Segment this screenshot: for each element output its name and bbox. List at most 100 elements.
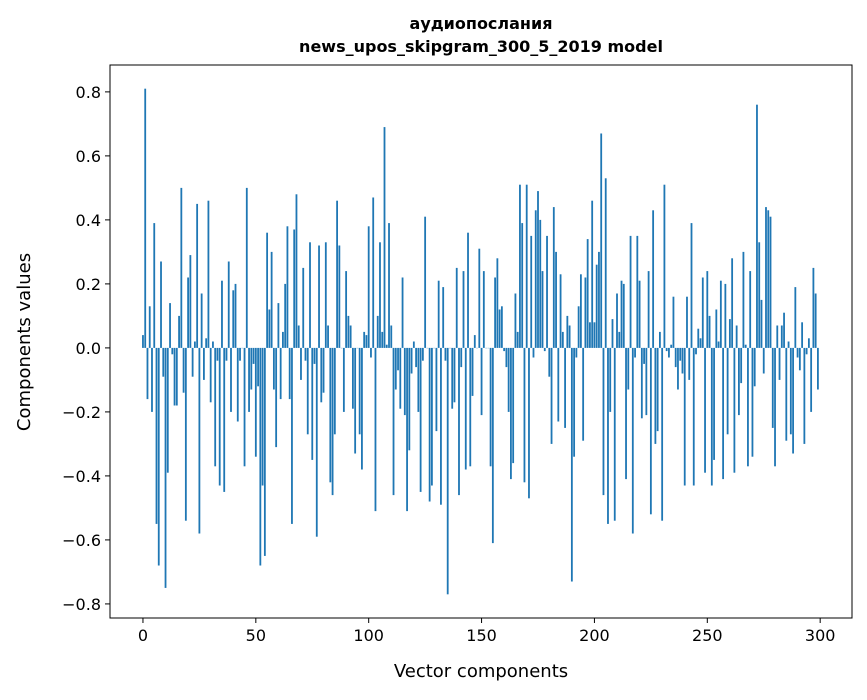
bar [738, 348, 740, 415]
x-tick-label: 200 [579, 626, 610, 645]
bar [686, 297, 688, 348]
bar [598, 252, 600, 348]
bar [183, 348, 185, 393]
bar [406, 348, 408, 511]
bar [289, 348, 291, 399]
bar [438, 281, 440, 348]
bar [578, 306, 580, 348]
bar [478, 249, 480, 348]
bar [307, 348, 309, 434]
bar [754, 348, 756, 386]
bar [293, 229, 295, 347]
bar [309, 242, 311, 348]
bar [670, 345, 672, 348]
bar [359, 348, 361, 434]
bar [474, 335, 476, 348]
bar [210, 348, 212, 402]
bar [684, 348, 686, 486]
bar [630, 236, 632, 348]
bar [327, 325, 329, 347]
bar [275, 348, 277, 447]
bar [298, 325, 300, 347]
bar [291, 348, 293, 524]
bar [657, 348, 659, 431]
bar [205, 338, 207, 348]
bar [767, 210, 769, 348]
bar [765, 207, 767, 348]
bar [535, 210, 537, 348]
bar [429, 348, 431, 502]
bar [390, 325, 392, 347]
bar [338, 245, 340, 347]
bar [752, 348, 754, 457]
bar [772, 348, 774, 428]
bar [402, 277, 404, 347]
bar [505, 348, 507, 367]
bar [311, 348, 313, 460]
bar [700, 338, 702, 348]
bar [749, 271, 751, 348]
bar [257, 348, 259, 386]
bar [711, 348, 713, 486]
bar [508, 348, 510, 412]
bar [718, 342, 720, 348]
bar [664, 185, 666, 348]
bar [375, 348, 377, 511]
bar [469, 348, 471, 466]
bar [785, 348, 787, 441]
bar [537, 191, 539, 348]
bar [639, 281, 641, 348]
bar [417, 348, 419, 412]
bar [542, 271, 544, 348]
bar [350, 325, 352, 347]
bar [519, 185, 521, 348]
bar [460, 348, 462, 367]
bar [704, 348, 706, 473]
bar [673, 297, 675, 348]
bar [806, 348, 808, 354]
bar [363, 332, 365, 348]
bar [645, 348, 647, 415]
bar [745, 345, 747, 348]
bar [494, 277, 496, 347]
bar [454, 348, 456, 402]
bar [575, 348, 577, 358]
bar [189, 255, 191, 348]
bar [393, 348, 395, 495]
bar [447, 348, 449, 594]
bar [442, 287, 444, 348]
bar [180, 188, 182, 348]
x-tick-label: 150 [466, 626, 497, 645]
x-tick-label: 250 [692, 626, 723, 645]
x-axis-label: Vector components [394, 661, 568, 682]
bar [526, 185, 528, 348]
bar [144, 89, 146, 348]
bar [248, 348, 250, 412]
bar [691, 223, 693, 348]
bar [781, 325, 783, 347]
bar [661, 348, 663, 521]
bar [763, 348, 765, 374]
bar [262, 348, 264, 486]
bar [162, 348, 164, 377]
bar [467, 233, 469, 348]
bar [618, 332, 620, 348]
bar [747, 348, 749, 466]
bar [634, 348, 636, 358]
bar [329, 348, 331, 482]
bar [226, 348, 228, 361]
bar [399, 348, 401, 409]
bar [212, 342, 214, 348]
bar [524, 348, 526, 482]
bar [198, 348, 200, 534]
bar [196, 204, 198, 348]
bar [702, 277, 704, 347]
bar [727, 348, 729, 434]
bar [740, 348, 742, 383]
bar [354, 348, 356, 454]
bar [271, 252, 273, 348]
bar [501, 306, 503, 348]
bar [580, 274, 582, 348]
bar [812, 268, 814, 348]
bar [609, 348, 611, 412]
